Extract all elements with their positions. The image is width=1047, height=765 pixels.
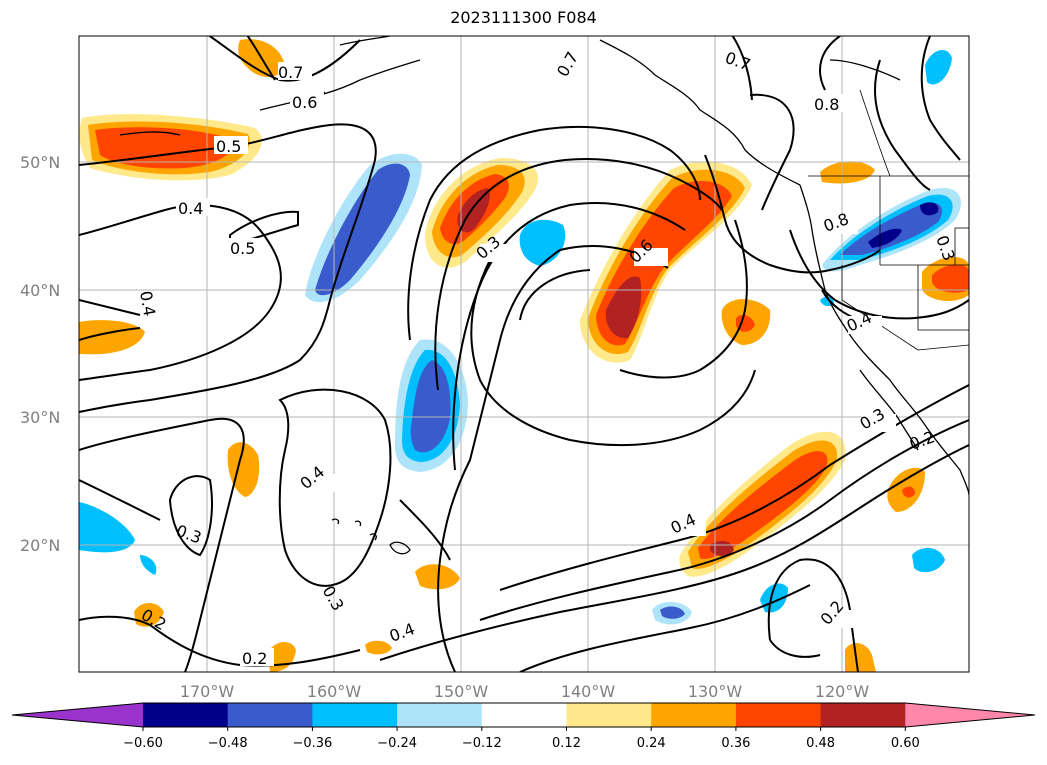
- contour-label: 0.7: [278, 63, 303, 82]
- colorbar-tick-label: −0.48: [208, 736, 248, 751]
- colorbar-segment: [651, 703, 737, 727]
- colorbar-segment: [143, 703, 229, 727]
- lon-label: 160°W: [307, 682, 362, 701]
- colorbar-tick-label: −0.36: [292, 736, 332, 751]
- colorbar-segment: [227, 703, 313, 727]
- contour-label: 0.5: [230, 239, 255, 258]
- contour-label: 0.3: [174, 521, 204, 548]
- colorbar-tick-label: −0.60: [123, 736, 163, 751]
- contour-label: 0.2: [907, 427, 937, 454]
- colorbar-tick-label: 0.36: [721, 736, 750, 751]
- contour-label: 0.7: [723, 48, 753, 75]
- colorbar-extend-high: [905, 703, 1035, 727]
- contour-label: 0.4: [178, 199, 203, 218]
- contour-labels: 0.7 0.6 0.5 0.4 0.5 0.4 0.3 0.3 0.6 0.7 …: [136, 48, 959, 668]
- lon-label: 130°W: [688, 682, 743, 701]
- contour-label: 0.5: [216, 137, 241, 156]
- colorbar-segment: [735, 703, 822, 727]
- lon-labels: 170°W 160°W 150°W 140°W 130°W 120°W: [180, 682, 870, 701]
- colorbar-tick-label: −0.24: [377, 736, 417, 751]
- lon-label: 150°W: [434, 682, 489, 701]
- colorbar-segment: [566, 703, 652, 727]
- contour-lines: [79, 36, 969, 672]
- colorbar-segment: [397, 703, 483, 727]
- colorbar-tick-label: 0.48: [806, 736, 835, 751]
- colorbar-segment: [820, 703, 906, 727]
- colorbar-segment: [312, 703, 398, 727]
- lat-label: 50°N: [20, 153, 60, 172]
- colorbar-tick-label: −0.12: [462, 736, 502, 751]
- contour-label: 0.7: [553, 48, 582, 80]
- map-frame: [78, 35, 970, 673]
- colorbar-segment: [481, 703, 567, 727]
- contour-label: 0.4: [136, 289, 159, 317]
- colorbar-ticks: −0.60 −0.48 −0.36 −0.24 −0.12 0.12 0.24 0.36 0.4…: [123, 727, 920, 751]
- lat-labels: 50°N 40°N 30°N 20°N: [20, 153, 60, 555]
- lon-label: 140°W: [561, 682, 616, 701]
- map-gridlines: [79, 36, 969, 672]
- colorbar-tick-label: 0.12: [552, 736, 581, 751]
- contour-label: 0.8: [814, 95, 839, 114]
- contour-label: 0.2: [242, 649, 267, 668]
- map-plot-area: 0.7 0.6 0.5 0.4 0.5 0.4 0.3 0.3 0.6 0.7 …: [79, 36, 969, 672]
- lat-label: 30°N: [20, 408, 60, 427]
- contour-label: 0.6: [292, 93, 317, 112]
- lat-label: 20°N: [20, 536, 60, 555]
- lat-label: 40°N: [20, 281, 60, 300]
- colorbar-tick-label: 0.24: [637, 736, 666, 751]
- colorbar-tick-label: 0.60: [891, 736, 920, 751]
- colorbar: [11, 702, 1036, 728]
- lon-label: 170°W: [180, 682, 235, 701]
- map-title: 2023111300 F084: [450, 8, 597, 27]
- contour-label: 0.3: [319, 583, 348, 615]
- lon-label: 120°W: [815, 682, 870, 701]
- colorbar-extend-low: [12, 703, 143, 727]
